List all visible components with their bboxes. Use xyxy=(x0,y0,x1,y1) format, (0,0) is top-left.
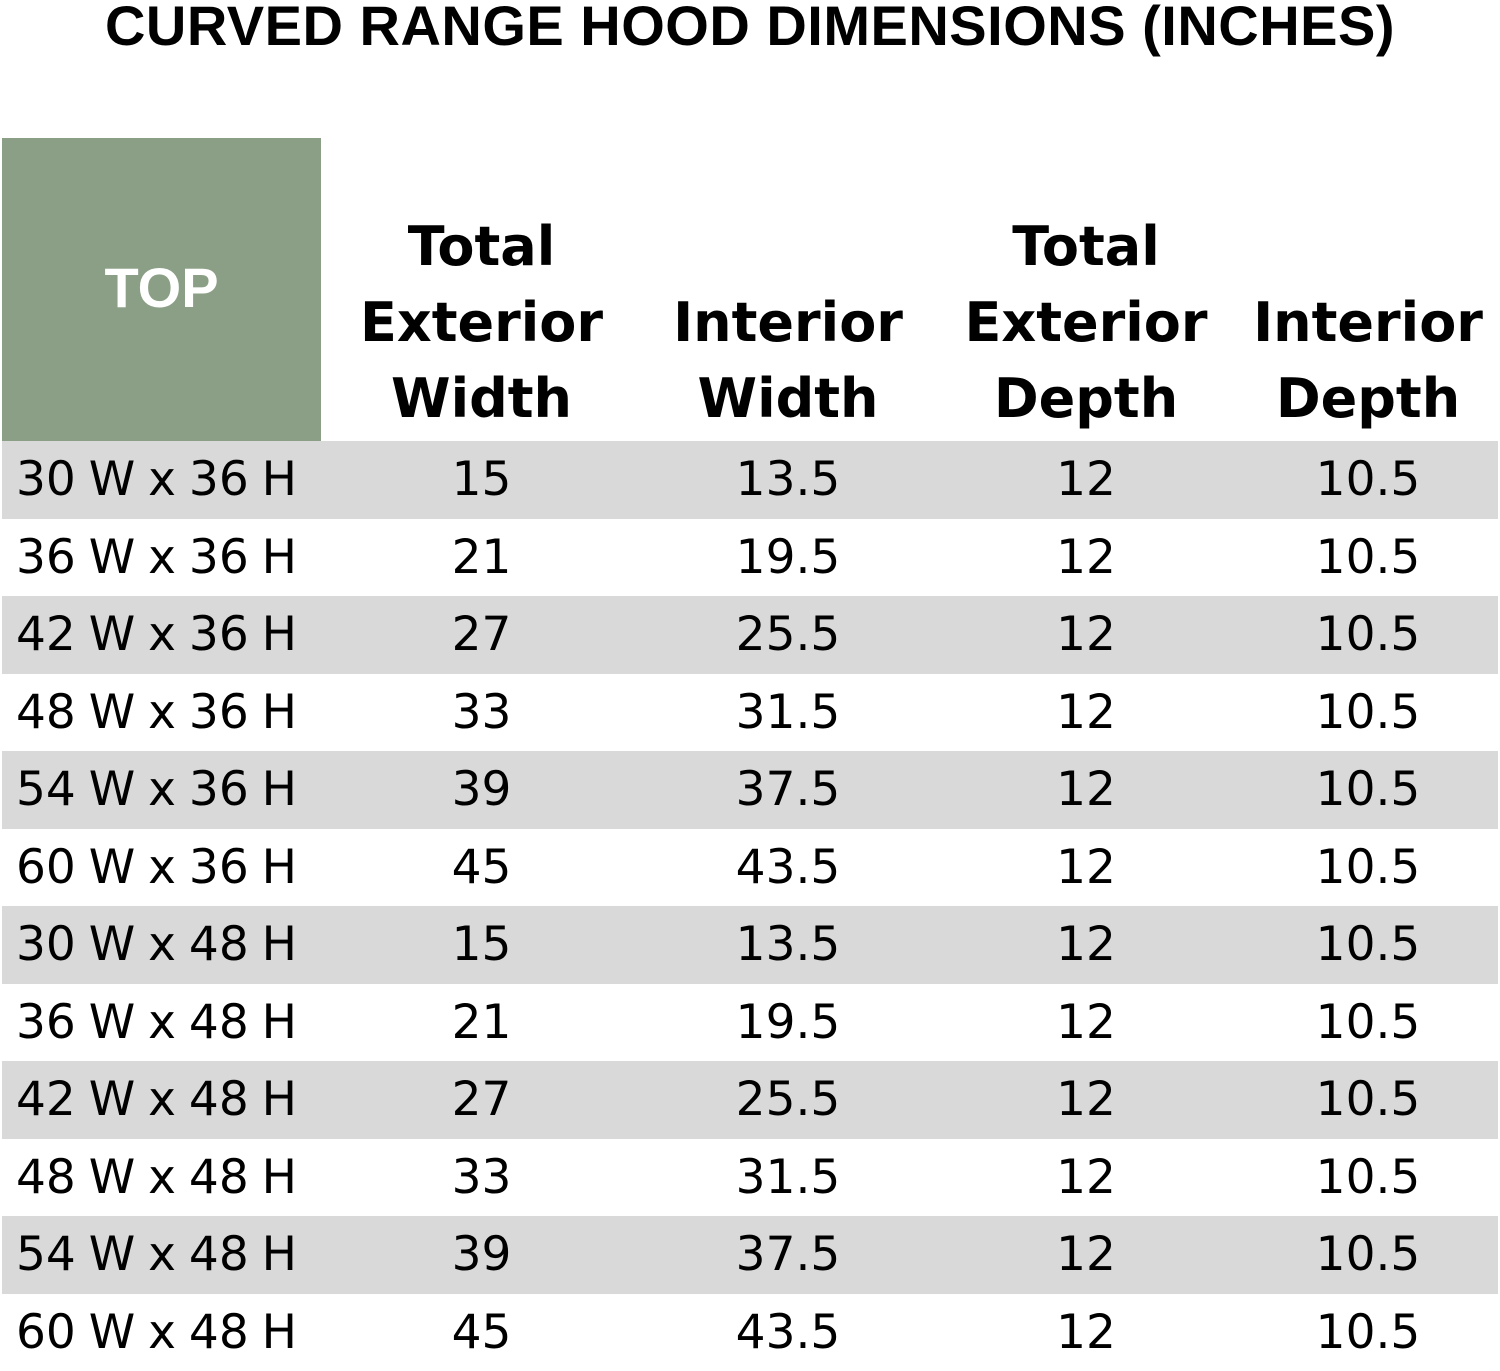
total-exterior-depth-cell: 12 xyxy=(934,1227,1238,1282)
total-exterior-width-cell: 27 xyxy=(321,607,642,662)
interior-width-cell: 37.5 xyxy=(642,762,934,817)
total-exterior-width-cell: 33 xyxy=(321,1150,642,1205)
size-cell: 48 W x 36 H xyxy=(2,685,321,740)
header-line: Exterior xyxy=(964,285,1207,361)
table-row: 36 W x 48 H 21 19.5 12 10.5 xyxy=(2,984,1498,1062)
interior-width-cell: 13.5 xyxy=(642,917,934,972)
interior-depth-cell: 10.5 xyxy=(1238,840,1498,895)
header-top-cell: TOP xyxy=(2,138,321,441)
table-header: TOP Total Exterior Width Interior Width … xyxy=(2,138,1498,441)
interior-depth-cell: 10.5 xyxy=(1238,530,1498,585)
size-cell: 36 W x 36 H xyxy=(2,530,321,585)
interior-width-cell: 19.5 xyxy=(642,530,934,585)
total-exterior-depth-cell: 12 xyxy=(934,530,1238,585)
size-cell: 30 W x 48 H xyxy=(2,917,321,972)
total-exterior-depth-cell: 12 xyxy=(934,840,1238,895)
size-cell: 60 W x 48 H xyxy=(2,1305,321,1360)
interior-width-cell: 25.5 xyxy=(642,1072,934,1127)
interior-width-cell: 31.5 xyxy=(642,1150,934,1205)
table-row: 42 W x 36 H 27 25.5 12 10.5 xyxy=(2,596,1498,674)
header-line: Interior xyxy=(1253,285,1483,361)
header-line: Total xyxy=(408,209,556,285)
interior-width-cell: 19.5 xyxy=(642,995,934,1050)
table-row: 42 W x 48 H 27 25.5 12 10.5 xyxy=(2,1061,1498,1139)
table-row: 30 W x 48 H 15 13.5 12 10.5 xyxy=(2,906,1498,984)
total-exterior-width-cell: 33 xyxy=(321,685,642,740)
interior-depth-cell: 10.5 xyxy=(1238,762,1498,817)
table-row: 36 W x 36 H 21 19.5 12 10.5 xyxy=(2,519,1498,597)
table-row: 30 W x 36 H 15 13.5 12 10.5 xyxy=(2,441,1498,519)
header-line: Exterior xyxy=(360,285,603,361)
total-exterior-depth-cell: 12 xyxy=(934,607,1238,662)
header-interior-width: Interior Width xyxy=(642,138,934,441)
total-exterior-width-cell: 39 xyxy=(321,1227,642,1282)
total-exterior-width-cell: 15 xyxy=(321,452,642,507)
header-total-exterior-width: Total Exterior Width xyxy=(321,138,642,441)
table-row: 60 W x 48 H 45 43.5 12 10.5 xyxy=(2,1294,1498,1371)
header-line: Interior xyxy=(673,285,903,361)
interior-depth-cell: 10.5 xyxy=(1238,1150,1498,1205)
total-exterior-width-cell: 45 xyxy=(321,1305,642,1360)
interior-width-cell: 13.5 xyxy=(642,452,934,507)
table-row: 54 W x 36 H 39 37.5 12 10.5 xyxy=(2,751,1498,829)
interior-width-cell: 43.5 xyxy=(642,1305,934,1360)
size-cell: 30 W x 36 H xyxy=(2,452,321,507)
header-line: Depth xyxy=(994,361,1178,437)
total-exterior-depth-cell: 12 xyxy=(934,685,1238,740)
total-exterior-width-cell: 39 xyxy=(321,762,642,817)
total-exterior-depth-cell: 12 xyxy=(934,762,1238,817)
total-exterior-depth-cell: 12 xyxy=(934,1150,1238,1205)
interior-width-cell: 25.5 xyxy=(642,607,934,662)
size-cell: 60 W x 36 H xyxy=(2,840,321,895)
size-cell: 48 W x 48 H xyxy=(2,1150,321,1205)
interior-width-cell: 37.5 xyxy=(642,1227,934,1282)
table-row: 54 W x 48 H 39 37.5 12 10.5 xyxy=(2,1216,1498,1294)
size-cell: 36 W x 48 H xyxy=(2,995,321,1050)
header-total-exterior-depth: Total Exterior Depth xyxy=(934,138,1238,441)
size-cell: 54 W x 36 H xyxy=(2,762,321,817)
header-line: Width xyxy=(391,361,572,437)
interior-depth-cell: 10.5 xyxy=(1238,995,1498,1050)
total-exterior-depth-cell: 12 xyxy=(934,1305,1238,1360)
total-exterior-width-cell: 21 xyxy=(321,530,642,585)
size-cell: 42 W x 36 H xyxy=(2,607,321,662)
interior-width-cell: 31.5 xyxy=(642,685,934,740)
dimensions-table: TOP Total Exterior Width Interior Width … xyxy=(2,138,1498,1371)
header-interior-depth: Interior Depth xyxy=(1238,138,1498,441)
table-body: 30 W x 36 H 15 13.5 12 10.5 36 W x 36 H … xyxy=(2,441,1498,1371)
table-row: 48 W x 48 H 33 31.5 12 10.5 xyxy=(2,1139,1498,1217)
total-exterior-depth-cell: 12 xyxy=(934,1072,1238,1127)
interior-depth-cell: 10.5 xyxy=(1238,917,1498,972)
page-title: CURVED RANGE HOOD DIMENSIONS (INCHES) xyxy=(0,0,1500,58)
interior-depth-cell: 10.5 xyxy=(1238,607,1498,662)
table-row: 48 W x 36 H 33 31.5 12 10.5 xyxy=(2,674,1498,752)
header-line: Depth xyxy=(1276,361,1460,437)
size-cell: 54 W x 48 H xyxy=(2,1227,321,1282)
interior-depth-cell: 10.5 xyxy=(1238,452,1498,507)
total-exterior-width-cell: 15 xyxy=(321,917,642,972)
interior-depth-cell: 10.5 xyxy=(1238,1072,1498,1127)
total-exterior-depth-cell: 12 xyxy=(934,995,1238,1050)
interior-depth-cell: 10.5 xyxy=(1238,1227,1498,1282)
interior-depth-cell: 10.5 xyxy=(1238,1305,1498,1360)
total-exterior-depth-cell: 12 xyxy=(934,917,1238,972)
interior-width-cell: 43.5 xyxy=(642,840,934,895)
interior-depth-cell: 10.5 xyxy=(1238,685,1498,740)
total-exterior-width-cell: 27 xyxy=(321,1072,642,1127)
table-row: 60 W x 36 H 45 43.5 12 10.5 xyxy=(2,829,1498,907)
header-line: Width xyxy=(698,361,879,437)
total-exterior-width-cell: 21 xyxy=(321,995,642,1050)
header-line: Total xyxy=(1012,209,1160,285)
size-cell: 42 W x 48 H xyxy=(2,1072,321,1127)
total-exterior-width-cell: 45 xyxy=(321,840,642,895)
total-exterior-depth-cell: 12 xyxy=(934,452,1238,507)
